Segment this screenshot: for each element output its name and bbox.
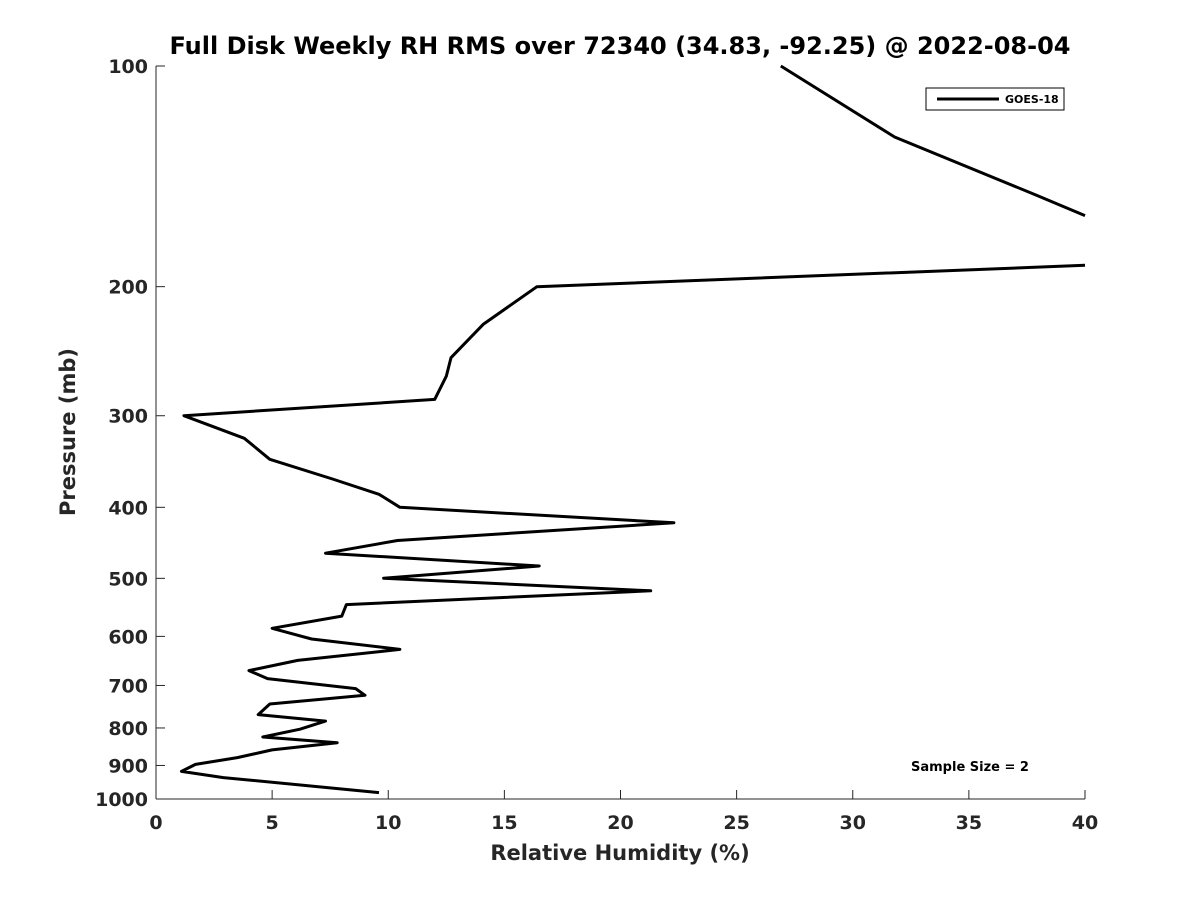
- x-tick-label: 30: [840, 812, 866, 834]
- y-tick-label: 600: [108, 626, 148, 648]
- y-tick-label: 1000: [95, 789, 148, 811]
- sample-size-annotation: Sample Size = 2: [911, 760, 1029, 775]
- series-lines: [180, 64, 1086, 795]
- legend: GOES-18: [925, 87, 1065, 111]
- x-tick-label: 40: [1072, 812, 1098, 834]
- x-axis-label: Relative Humidity (%): [490, 841, 749, 865]
- y-tick-label: 400: [108, 497, 148, 519]
- y-tick-label: 500: [108, 568, 148, 590]
- y-tick-label: 700: [108, 675, 148, 697]
- y-tick-label: 300: [108, 406, 148, 428]
- y-tick-label: 100: [108, 56, 148, 78]
- x-tick-label: 15: [491, 812, 517, 834]
- plot-area: [156, 66, 1085, 799]
- x-tick-label: 35: [956, 812, 982, 834]
- x-tick-label: 20: [607, 812, 633, 834]
- x-tick-label: 5: [266, 812, 279, 834]
- y-axis-label: Pressure (mb): [56, 348, 80, 516]
- x-tick-label: 0: [149, 812, 162, 834]
- x-tick-label: 25: [723, 812, 749, 834]
- x-tick-label: 10: [375, 812, 401, 834]
- legend-entry-goes-18: GOES-18: [1005, 93, 1059, 106]
- y-tick-label: 900: [108, 755, 148, 777]
- y-tick-label: 200: [108, 277, 148, 299]
- y-tick-label: 800: [108, 718, 148, 740]
- tick-marks: [155, 65, 1086, 800]
- series-line-goes-18: [780, 64, 1086, 217]
- chart-title: Full Disk Weekly RH RMS over 72340 (34.8…: [169, 32, 1070, 60]
- series-line-goes-18: [180, 263, 1086, 795]
